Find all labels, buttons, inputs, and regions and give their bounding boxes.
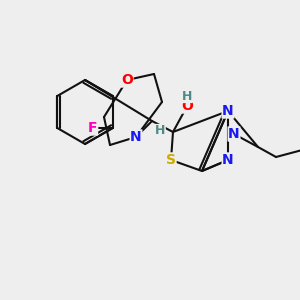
Text: N: N (228, 127, 240, 141)
Text: F: F (88, 121, 98, 135)
Text: N: N (222, 104, 234, 118)
Text: H: H (155, 124, 165, 137)
Text: H: H (182, 89, 192, 103)
Text: O: O (181, 99, 193, 113)
Text: O: O (121, 73, 133, 87)
Text: N: N (130, 130, 142, 144)
Text: N: N (222, 153, 234, 167)
Text: S: S (166, 153, 176, 167)
